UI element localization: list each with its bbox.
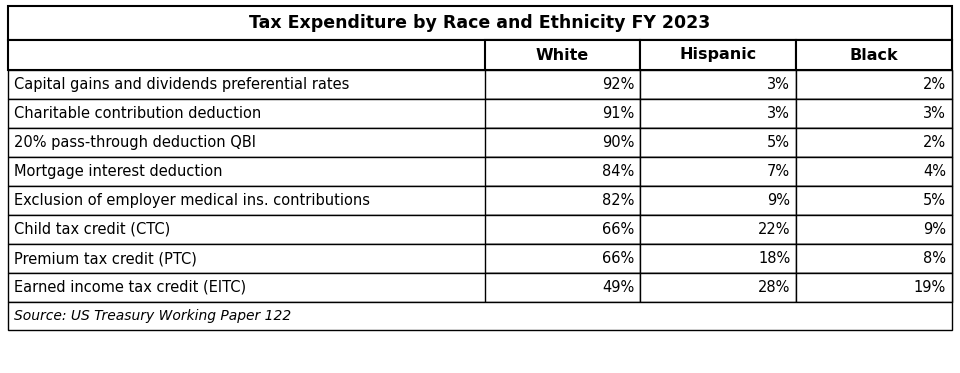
Text: 66%: 66%: [602, 222, 635, 237]
Bar: [8, 186, 952, 215]
Bar: [640, 273, 796, 302]
Bar: [485, 157, 640, 186]
Bar: [8, 215, 952, 244]
Text: Charitable contribution deduction: Charitable contribution deduction: [14, 106, 261, 121]
Bar: [796, 128, 952, 157]
Text: 4%: 4%: [923, 164, 946, 179]
Bar: [640, 186, 796, 215]
Bar: [640, 128, 796, 157]
Text: 19%: 19%: [914, 280, 946, 295]
Text: 5%: 5%: [923, 193, 946, 208]
Text: 90%: 90%: [602, 135, 635, 150]
Text: 3%: 3%: [767, 106, 790, 121]
Text: 22%: 22%: [757, 222, 790, 237]
Bar: [8, 99, 952, 128]
Bar: [485, 215, 640, 244]
Bar: [8, 128, 952, 157]
Bar: [8, 244, 952, 273]
Text: Mortgage interest deduction: Mortgage interest deduction: [14, 164, 223, 179]
Text: Earned income tax credit (EITC): Earned income tax credit (EITC): [14, 280, 246, 295]
Bar: [640, 40, 796, 70]
Text: Black: Black: [850, 47, 899, 63]
Bar: [796, 40, 952, 70]
Text: 92%: 92%: [602, 77, 635, 92]
Bar: [8, 6, 952, 40]
Text: 18%: 18%: [758, 251, 790, 266]
Bar: [485, 244, 640, 273]
Text: 84%: 84%: [602, 164, 635, 179]
Text: Hispanic: Hispanic: [680, 47, 757, 63]
Text: 28%: 28%: [757, 280, 790, 295]
Bar: [796, 99, 952, 128]
Text: 2%: 2%: [923, 135, 946, 150]
Bar: [796, 70, 952, 99]
Bar: [485, 128, 640, 157]
Text: 2%: 2%: [923, 77, 946, 92]
Bar: [640, 215, 796, 244]
Bar: [485, 186, 640, 215]
Text: Child tax credit (CTC): Child tax credit (CTC): [14, 222, 170, 237]
Text: 9%: 9%: [923, 222, 946, 237]
Text: 66%: 66%: [602, 251, 635, 266]
Bar: [485, 70, 640, 99]
Bar: [485, 273, 640, 302]
Text: Capital gains and dividends preferential rates: Capital gains and dividends preferential…: [14, 77, 349, 92]
Bar: [640, 70, 796, 99]
Bar: [8, 40, 952, 70]
Bar: [485, 99, 640, 128]
Text: 91%: 91%: [602, 106, 635, 121]
Bar: [796, 186, 952, 215]
Bar: [8, 302, 952, 330]
Bar: [640, 244, 796, 273]
Bar: [640, 157, 796, 186]
Text: 49%: 49%: [602, 280, 635, 295]
Text: 3%: 3%: [924, 106, 946, 121]
Text: 8%: 8%: [923, 251, 946, 266]
Bar: [8, 70, 952, 99]
Text: Source: US Treasury Working Paper 122: Source: US Treasury Working Paper 122: [14, 309, 291, 323]
Bar: [640, 99, 796, 128]
Bar: [796, 273, 952, 302]
Text: Exclusion of employer medical ins. contributions: Exclusion of employer medical ins. contr…: [14, 193, 370, 208]
Text: Premium tax credit (PTC): Premium tax credit (PTC): [14, 251, 197, 266]
Text: 82%: 82%: [602, 193, 635, 208]
Text: 3%: 3%: [767, 77, 790, 92]
Bar: [485, 40, 640, 70]
Bar: [8, 157, 952, 186]
Text: 5%: 5%: [767, 135, 790, 150]
Text: 9%: 9%: [767, 193, 790, 208]
Text: 7%: 7%: [767, 164, 790, 179]
Text: 20% pass-through deduction QBI: 20% pass-through deduction QBI: [14, 135, 256, 150]
Text: Tax Expenditure by Race and Ethnicity FY 2023: Tax Expenditure by Race and Ethnicity FY…: [250, 14, 710, 32]
Bar: [796, 215, 952, 244]
Bar: [796, 157, 952, 186]
Bar: [796, 244, 952, 273]
Text: White: White: [536, 47, 589, 63]
Bar: [8, 273, 952, 302]
